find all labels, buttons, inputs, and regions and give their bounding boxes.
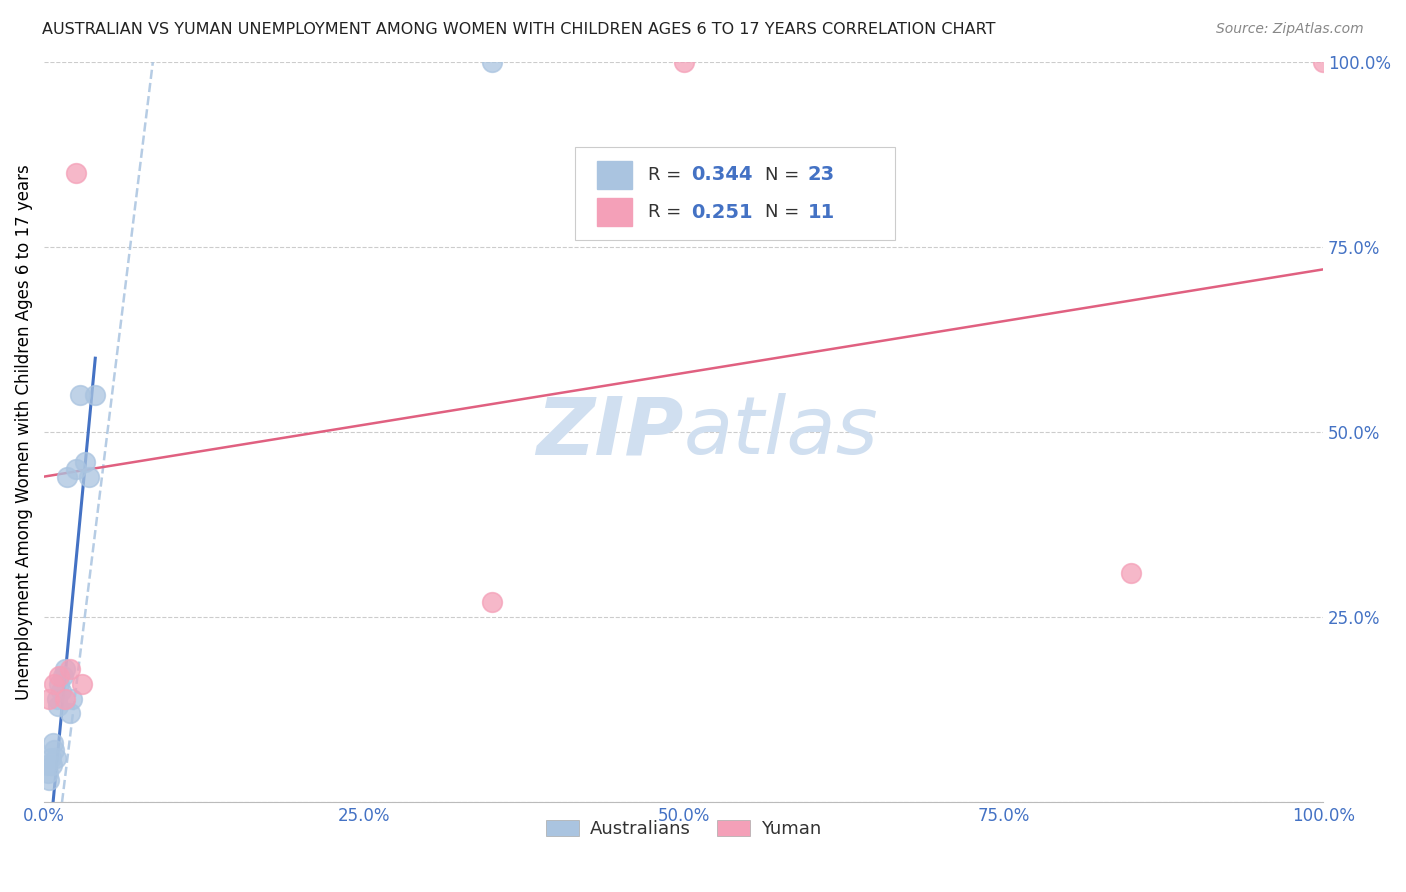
Point	[49, 684, 72, 698]
Point	[42, 736, 65, 750]
Point	[53, 691, 76, 706]
Point	[65, 166, 87, 180]
Point	[35, 758, 58, 772]
Point	[48, 669, 70, 683]
Point	[39, 751, 62, 765]
Text: AUSTRALIAN VS YUMAN UNEMPLOYMENT AMONG WOMEN WITH CHILDREN AGES 6 TO 17 YEARS CO: AUSTRALIAN VS YUMAN UNEMPLOYMENT AMONG W…	[42, 22, 995, 37]
Point	[60, 691, 83, 706]
Text: 23: 23	[807, 165, 835, 185]
Point	[48, 677, 70, 691]
Point	[41, 758, 63, 772]
Point	[38, 773, 60, 788]
Legend: Australians, Yuman: Australians, Yuman	[538, 813, 828, 845]
Text: R =: R =	[648, 203, 686, 221]
Point	[481, 595, 503, 609]
Point	[1121, 566, 1143, 580]
Y-axis label: Unemployment Among Women with Children Ages 6 to 17 years: Unemployment Among Women with Children A…	[15, 164, 32, 700]
Text: R =: R =	[648, 166, 686, 184]
Point	[59, 662, 82, 676]
Text: 0.344: 0.344	[692, 165, 752, 185]
Point	[72, 677, 94, 691]
Text: 11: 11	[807, 202, 835, 222]
Text: Source: ZipAtlas.com: Source: ZipAtlas.com	[1216, 22, 1364, 37]
Point	[45, 691, 67, 706]
Point	[65, 462, 87, 476]
Point	[38, 691, 60, 706]
Point	[37, 765, 59, 780]
Point	[672, 55, 695, 70]
Point	[59, 706, 82, 721]
Point	[84, 388, 107, 402]
Text: 0.251: 0.251	[692, 202, 754, 222]
Text: atlas: atlas	[683, 393, 879, 471]
Text: N =: N =	[765, 203, 806, 221]
Point	[73, 455, 96, 469]
Point	[53, 662, 76, 676]
FancyBboxPatch shape	[575, 147, 894, 240]
Text: N =: N =	[765, 166, 806, 184]
Point	[69, 388, 91, 402]
FancyBboxPatch shape	[596, 198, 633, 227]
Point	[77, 469, 100, 483]
Point	[44, 677, 66, 691]
Point	[1312, 55, 1334, 70]
Point	[481, 55, 503, 70]
Point	[46, 699, 69, 714]
Point	[56, 469, 79, 483]
Point	[44, 743, 66, 757]
Point	[45, 751, 67, 765]
FancyBboxPatch shape	[596, 161, 633, 189]
Point	[52, 669, 75, 683]
Text: ZIP: ZIP	[536, 393, 683, 471]
